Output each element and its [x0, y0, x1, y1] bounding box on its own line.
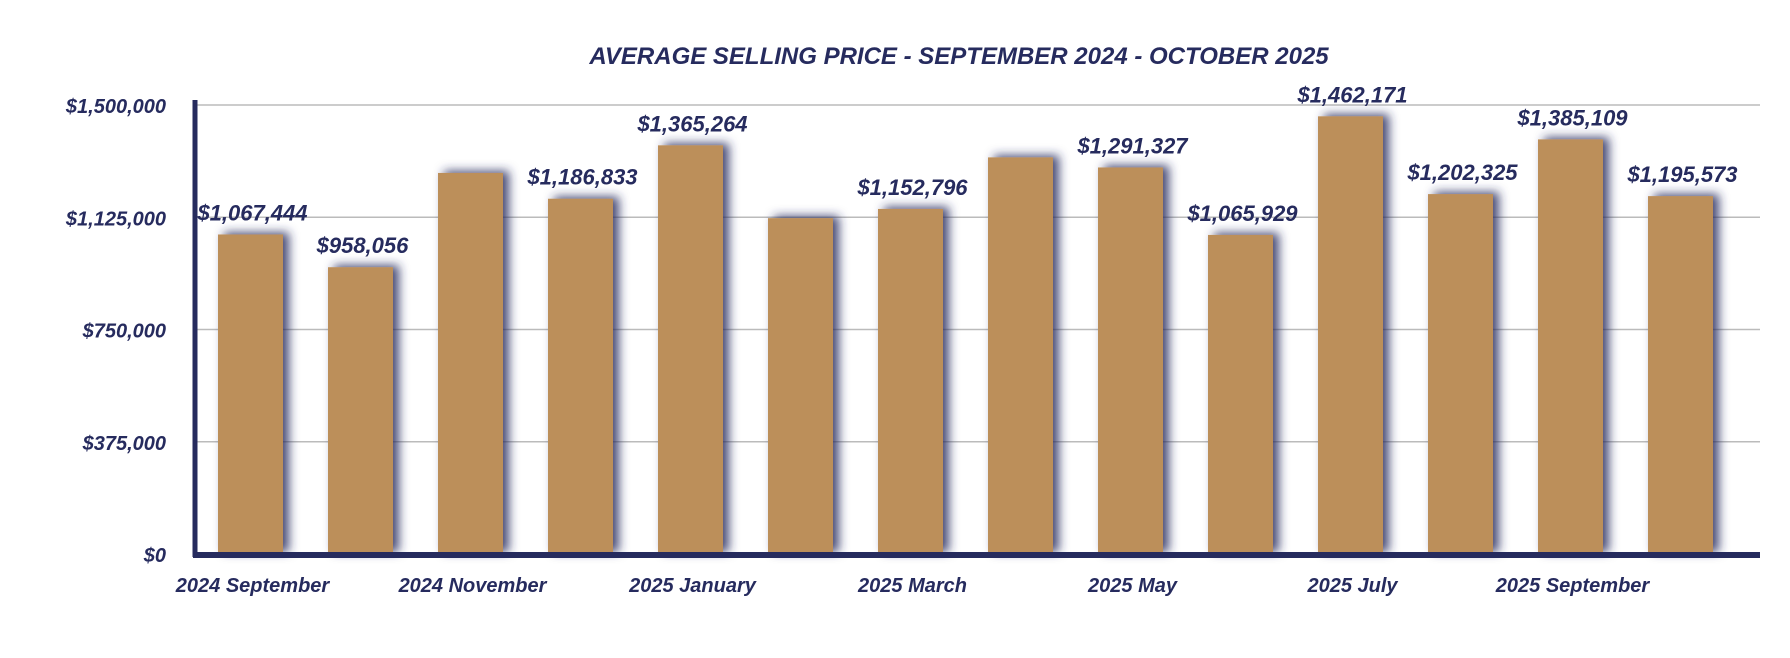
- chart-title: AVERAGE SELLING PRICE - SEPTEMBER 2024 -…: [588, 43, 1329, 70]
- bar-2025-february: [768, 218, 833, 554]
- bar-2025-july: [1318, 116, 1383, 554]
- bar-2024-december: [548, 198, 613, 554]
- bar-2024-november: [438, 172, 503, 554]
- y-tick-label: $375,000: [82, 433, 166, 455]
- data-label: $1,065,929: [1186, 201, 1298, 226]
- y-tick-label: $1,500,000: [65, 96, 166, 118]
- bar-2025-august: [1428, 194, 1493, 554]
- bar-2025-april: [988, 157, 1053, 554]
- data-label: $1,195,573: [1626, 162, 1737, 187]
- y-tick-label: $750,000: [82, 321, 166, 343]
- y-tick-label: $1,125,000: [65, 208, 166, 230]
- bar-2025-january: [658, 145, 723, 554]
- data-label: $1,365,264: [636, 111, 747, 136]
- x-tick-label: 2025 January: [628, 575, 757, 597]
- bar-2024-october: [328, 267, 393, 554]
- y-tick-label: $0: [143, 545, 166, 567]
- data-label: $1,202,325: [1406, 160, 1518, 185]
- x-tick-label: 2025 July: [1306, 575, 1398, 597]
- x-tick-label: 2025 September: [1495, 575, 1651, 597]
- data-label: $1,385,109: [1516, 105, 1628, 130]
- data-label: $958,056: [316, 233, 410, 258]
- x-tick-label: 2025 March: [857, 575, 967, 597]
- data-label: $1,186,833: [526, 165, 637, 190]
- data-label: $1,462,171: [1296, 82, 1407, 107]
- data-label: $1,291,327: [1076, 133, 1189, 158]
- x-tick-label: 2024 September: [175, 575, 331, 597]
- bar-2025-june: [1208, 234, 1273, 554]
- data-label: $1,067,444: [196, 200, 307, 225]
- bar-2025-may: [1098, 167, 1163, 555]
- bar-2025-september: [1538, 139, 1603, 555]
- x-tick-label: 2025 May: [1087, 575, 1178, 597]
- bar-2024-september: [218, 234, 283, 554]
- data-label: $1,152,796: [856, 175, 968, 200]
- bar-2025-october: [1648, 196, 1713, 554]
- bar-2025-march: [878, 208, 943, 554]
- x-tick-label: 2024 November: [398, 575, 548, 597]
